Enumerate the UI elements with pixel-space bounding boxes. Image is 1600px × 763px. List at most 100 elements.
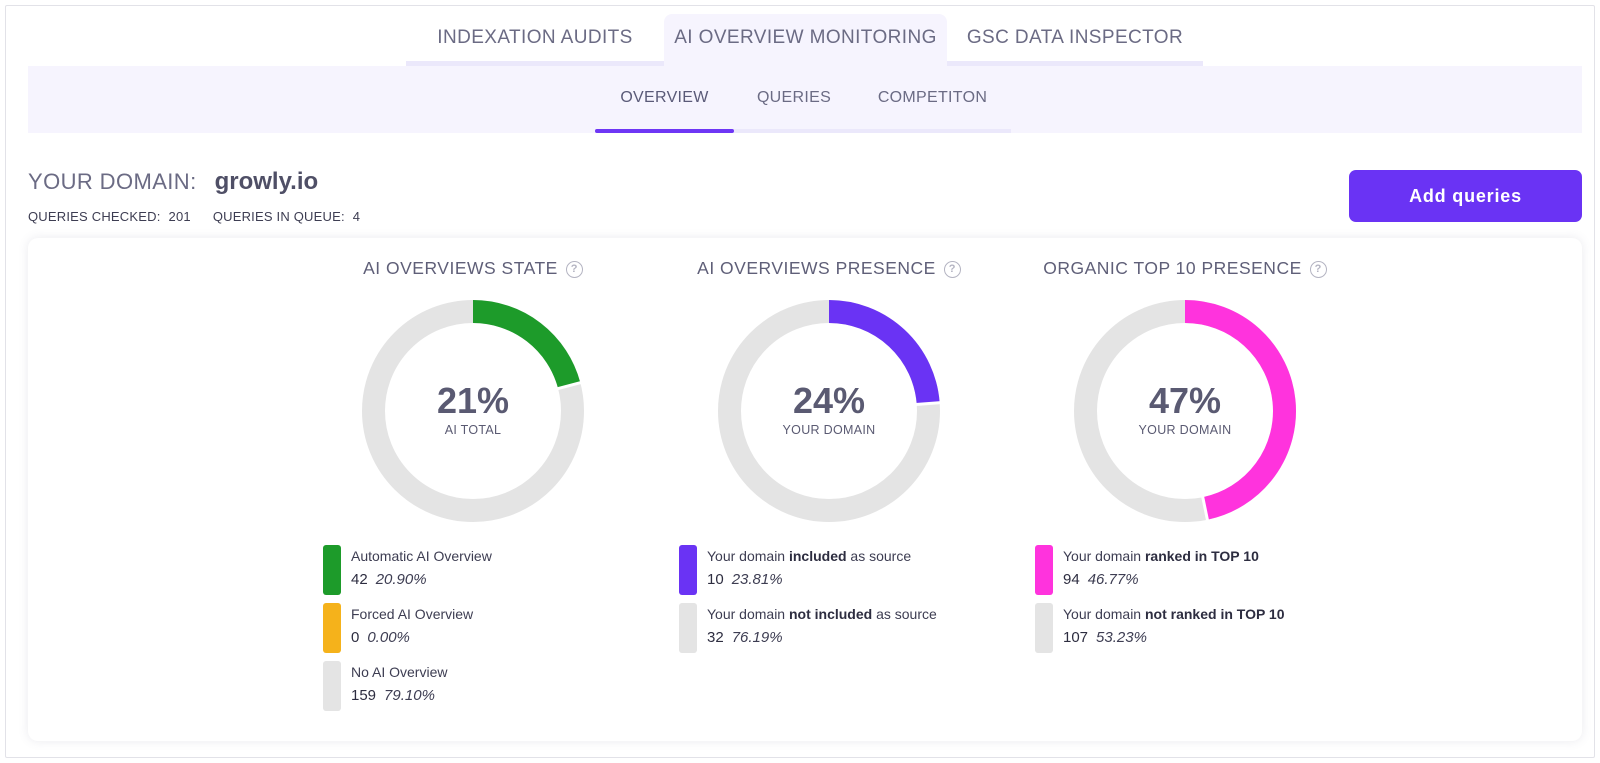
panel-title-text: AI OVERVIEWS PRESENCE [697, 258, 936, 278]
legend-values: 107 53.23% [1063, 629, 1285, 646]
legend-label-text: Your domain [1063, 606, 1145, 622]
legend-count: 42 [351, 571, 368, 588]
legend-swatch [679, 603, 697, 653]
legend-label-text: Your domain [1063, 548, 1145, 564]
domain-value: growly.io [214, 168, 319, 195]
query-stats: QUERIES CHECKED: 201 QUERIES IN QUEUE: 4 [28, 209, 382, 224]
donut-center: 24% YOUR DOMAIN [717, 380, 941, 438]
panel-organic-top10-presence: ORGANIC TOP 10 PRESENCE? 47% YOUR DOMAIN Yo… [1005, 238, 1365, 741]
queries-in-queue-label: QUERIES IN QUEUE: [212, 209, 345, 224]
legend-label: Your domain not included as source [707, 603, 937, 623]
legend-item: Your domain not ranked in TOP 10 107 53.23… [1035, 603, 1285, 661]
donut-chart [362, 300, 584, 522]
legend-item: Your domain ranked in TOP 10 94 46.77% [1035, 545, 1285, 603]
queries-in-queue: QUERIES IN QUEUE: 4 [213, 209, 360, 224]
donut-chart [1074, 300, 1296, 522]
sub-tab-bar: OVERVIEW QUERIES COMPETITON [595, 66, 1011, 133]
panel-title: AI OVERVIEWS PRESENCE? [649, 258, 1009, 279]
sub-navigation: OVERVIEW QUERIES COMPETITON [28, 66, 1582, 133]
donut-sublabel: YOUR DOMAIN [782, 423, 876, 437]
legend-percent: 79.10% [384, 687, 435, 704]
legend-label-bold: ranked in TOP 10 [1144, 548, 1259, 564]
queries-checked: QUERIES CHECKED: 201 [28, 209, 191, 224]
donut-sublabel: YOUR DOMAIN [1138, 423, 1232, 437]
domain-label: YOUR DOMAIN: [28, 169, 197, 194]
queries-checked-value: 201 [168, 209, 191, 224]
legend-label: Automatic AI Overview [351, 545, 492, 565]
help-icon[interactable]: ? [943, 260, 961, 278]
legend-count: 94 [1063, 571, 1080, 588]
panel-title-text: ORGANIC TOP 10 PRESENCE [1043, 258, 1302, 278]
legend-swatch [323, 661, 341, 711]
legend: Your domain included as source 10 23.81% Yo… [679, 545, 937, 661]
legend-percent: 23.81% [731, 571, 783, 588]
legend-label-text: Your domain [707, 606, 789, 622]
panel-ai-overviews-presence: AI OVERVIEWS PRESENCE? 24% YOUR DOMAIN Your… [649, 238, 1009, 741]
legend-label-text: Automatic AI Overview [351, 548, 492, 564]
help-icon[interactable]: ? [1309, 260, 1327, 278]
queries-in-queue-value: 4 [352, 209, 361, 224]
legend-values: 10 23.81% [707, 571, 937, 588]
legend-label: Your domain ranked in TOP 10 [1063, 545, 1285, 565]
donut-segment [472, 300, 581, 389]
panel-title: AI OVERVIEWS STATE? [293, 258, 653, 279]
legend-item: Forced AI Overview 0 0.00% [323, 603, 492, 661]
donut-center: 47% YOUR DOMAIN [1073, 380, 1297, 438]
donut-percent: 21% [436, 380, 510, 421]
legend-values: 159 79.10% [351, 687, 492, 704]
legend-count: 10 [707, 571, 724, 588]
legend-percent: 20.90% [375, 571, 427, 588]
legend-item: Automatic AI Overview 42 20.90% [323, 545, 492, 603]
legend-label-bold: not ranked in TOP 10 [1144, 606, 1285, 622]
legend-count: 159 [351, 687, 377, 704]
legend-swatch [1035, 603, 1053, 653]
donut-percent: 24% [792, 380, 866, 421]
help-icon[interactable]: ? [565, 260, 583, 278]
legend-values: 32 76.19% [707, 629, 937, 646]
overview-card: AI OVERVIEWS STATE? 21% AI TOTAL Automatic … [28, 238, 1582, 741]
add-queries-button[interactable]: Add queries [1349, 170, 1582, 222]
legend-count: 0 [351, 629, 360, 646]
legend-label-text: No AI Overview [351, 664, 448, 680]
panel-title-text: AI OVERVIEWS STATE [363, 258, 558, 278]
donut-segment [828, 300, 940, 405]
legend-label: Forced AI Overview [351, 603, 492, 623]
donut-center: 21% AI TOTAL [361, 380, 585, 438]
legend-swatch [679, 545, 697, 595]
legend-label-bold: not included [788, 606, 873, 622]
donut-sublabel: AI TOTAL [444, 423, 502, 437]
legend-label-text: Forced AI Overview [351, 606, 474, 622]
legend-swatch [323, 545, 341, 595]
tab-indexation-audits[interactable]: INDEXATION AUDITS [406, 14, 664, 66]
legend-label-text-end: as source [872, 606, 937, 622]
legend-label-text: Your domain [707, 548, 789, 564]
donut-segment [1184, 300, 1296, 520]
legend-count: 32 [707, 629, 724, 646]
legend-label-bold: included [788, 548, 847, 564]
legend: Automatic AI Overview 42 20.90% Forced AI O… [323, 545, 492, 719]
subtab-competition[interactable]: COMPETITON [877, 88, 988, 106]
legend-values: 0 0.00% [351, 629, 492, 646]
legend-swatch [323, 603, 341, 653]
panel-ai-overviews-state: AI OVERVIEWS STATE? 21% AI TOTAL Automatic … [293, 238, 653, 741]
tab-ai-overview-monitoring[interactable]: AI OVERVIEW MONITORING [664, 14, 947, 66]
tab-gsc-data-inspector[interactable]: GSC DATA INSPECTOR [947, 14, 1203, 66]
subtab-overview[interactable]: OVERVIEW [595, 66, 734, 133]
donut-separator [1201, 495, 1210, 521]
legend-label: Your domain not ranked in TOP 10 [1063, 603, 1285, 623]
legend-percent: 53.23% [1096, 629, 1147, 646]
legend-values: 42 20.90% [351, 571, 492, 588]
legend: Your domain ranked in TOP 10 94 46.77% Your… [1035, 545, 1285, 661]
legend-item: Your domain included as source 10 23.81% [679, 545, 937, 603]
donut-separator [915, 401, 941, 406]
legend-percent: 46.77% [1087, 571, 1139, 588]
panel-title: ORGANIC TOP 10 PRESENCE? [1005, 258, 1365, 279]
legend-label: Your domain included as source [707, 545, 937, 565]
subtab-queries[interactable]: QUERIES [756, 88, 832, 106]
legend-item: Your domain not included as source 32 76.1… [679, 603, 937, 661]
donut-separator [556, 380, 582, 391]
legend-label: No AI Overview [351, 661, 492, 681]
donut-percent: 47% [1148, 380, 1222, 421]
legend-percent: 76.19% [731, 629, 783, 646]
top-tab-bar: INDEXATION AUDITS AI OVERVIEW MONITORING… [406, 14, 1203, 66]
